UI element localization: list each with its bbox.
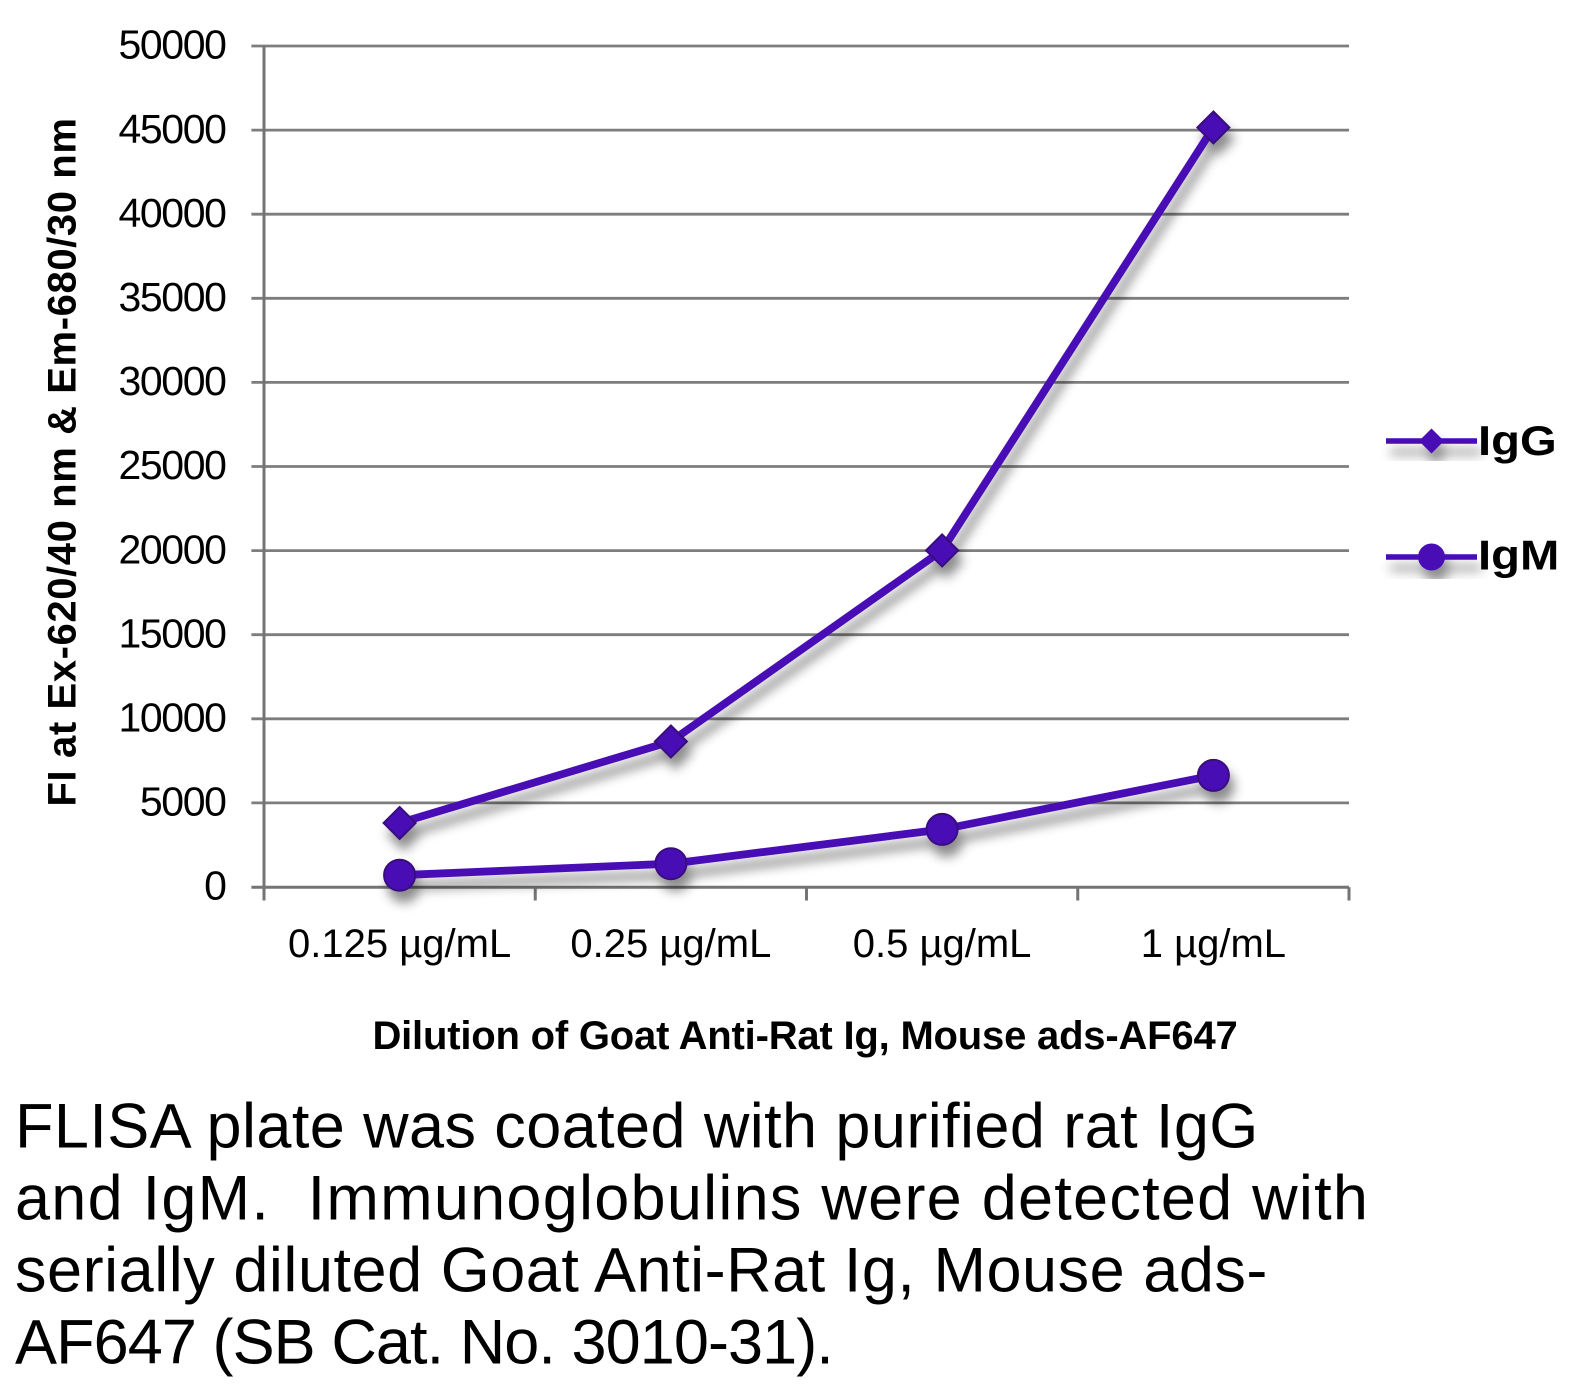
- svg-text:30000: 30000: [118, 358, 226, 404]
- svg-text:0.25 µg/mL: 0.25 µg/mL: [570, 922, 771, 966]
- svg-text:15000: 15000: [118, 610, 226, 656]
- svg-text:0.5 µg/mL: 0.5 µg/mL: [853, 922, 1032, 966]
- svg-text:40000: 40000: [118, 190, 226, 236]
- svg-text:45000: 45000: [118, 106, 226, 152]
- svg-text:Dilution of Goat Anti-Rat Ig,: Dilution of Goat Anti-Rat Ig, Mouse ads-…: [372, 1014, 1237, 1058]
- svg-text:35000: 35000: [118, 274, 226, 320]
- svg-text:FLISA plate was coated with pu: FLISA plate was coated with purified rat…: [15, 1092, 1259, 1162]
- svg-text:10000: 10000: [118, 695, 226, 741]
- svg-text:1 µg/mL: 1 µg/mL: [1141, 922, 1286, 966]
- svg-text:AF647 (SB Cat. No. 3010-31).: AF647 (SB Cat. No. 3010-31).: [15, 1308, 833, 1378]
- svg-text:IgM: IgM: [1478, 533, 1559, 579]
- svg-text:25000: 25000: [118, 442, 226, 488]
- svg-text:0.125 µg/mL: 0.125 µg/mL: [288, 922, 511, 966]
- svg-text:5000: 5000: [140, 779, 226, 825]
- svg-text:0: 0: [204, 863, 226, 909]
- svg-text:20000: 20000: [118, 526, 226, 572]
- svg-text:FI at Ex-620/40 nm & Em-680/30: FI at Ex-620/40 nm & Em-680/30 nm: [41, 118, 85, 807]
- svg-text:serially diluted Goat Anti-Rat: serially diluted Goat Anti-Rat Ig, Mouse…: [15, 1236, 1268, 1306]
- svg-text:and IgM. Immunoglobulins were: and IgM. Immunoglobulins were detected w…: [15, 1164, 1369, 1234]
- svg-text:50000: 50000: [118, 22, 226, 68]
- svg-text:IgG: IgG: [1478, 418, 1557, 464]
